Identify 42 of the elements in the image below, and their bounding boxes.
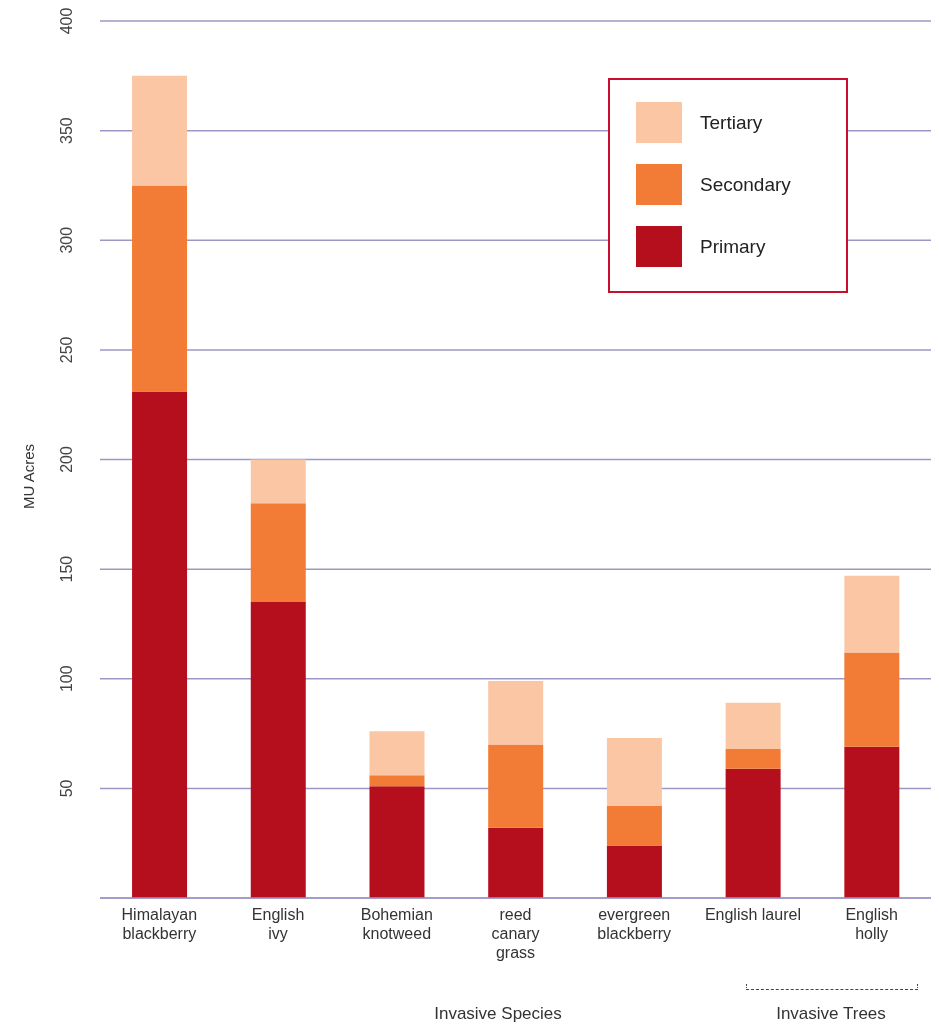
bar bbox=[369, 775, 425, 787]
bar bbox=[132, 391, 188, 898]
bar bbox=[488, 827, 544, 898]
x-tick-label: Himalayan blackberry bbox=[121, 906, 198, 942]
bar bbox=[725, 702, 781, 749]
bar bbox=[844, 746, 900, 898]
bar bbox=[488, 680, 544, 745]
text: Invasive Species bbox=[433, 1004, 563, 1024]
bar bbox=[606, 805, 662, 846]
y-tick-label: 150 bbox=[58, 555, 75, 583]
bar bbox=[132, 75, 188, 186]
legend-label: Tertiary bbox=[700, 111, 763, 134]
legend-label: Primary bbox=[700, 235, 766, 258]
y-tick-label: 400 bbox=[58, 7, 75, 35]
bar bbox=[250, 602, 306, 898]
bar bbox=[369, 786, 425, 898]
legend-label: Secondary bbox=[700, 173, 791, 196]
y-tick-label: 250 bbox=[58, 336, 75, 364]
bar bbox=[132, 185, 188, 392]
y-tick-label: 50 bbox=[58, 779, 75, 798]
x-tick-label: English holly bbox=[845, 906, 898, 942]
bar bbox=[725, 748, 781, 769]
x-tick-label: Bohemian knotweed bbox=[360, 906, 433, 942]
bar bbox=[844, 575, 900, 653]
bar bbox=[250, 459, 306, 504]
x-tick-label: English laurel bbox=[704, 906, 801, 923]
bar bbox=[844, 652, 900, 747]
x-tick-label: evergreen blackberry bbox=[597, 906, 672, 942]
bar bbox=[488, 744, 544, 828]
bar bbox=[606, 737, 662, 806]
y-tick-label: 300 bbox=[58, 226, 75, 254]
bar bbox=[725, 768, 781, 898]
y-tick-label: 100 bbox=[58, 665, 75, 693]
bar bbox=[606, 845, 662, 898]
text: Invasive Trees bbox=[775, 1004, 887, 1024]
bar bbox=[369, 731, 425, 776]
y-tick-label: 350 bbox=[58, 117, 75, 144]
x-tick-label: reed canary grass bbox=[491, 906, 540, 961]
y-tick-label: 200 bbox=[58, 446, 75, 473]
y-axis-title: MU Acres bbox=[19, 443, 37, 511]
x-tick-label: English ivy bbox=[251, 906, 305, 942]
bar bbox=[250, 503, 306, 603]
